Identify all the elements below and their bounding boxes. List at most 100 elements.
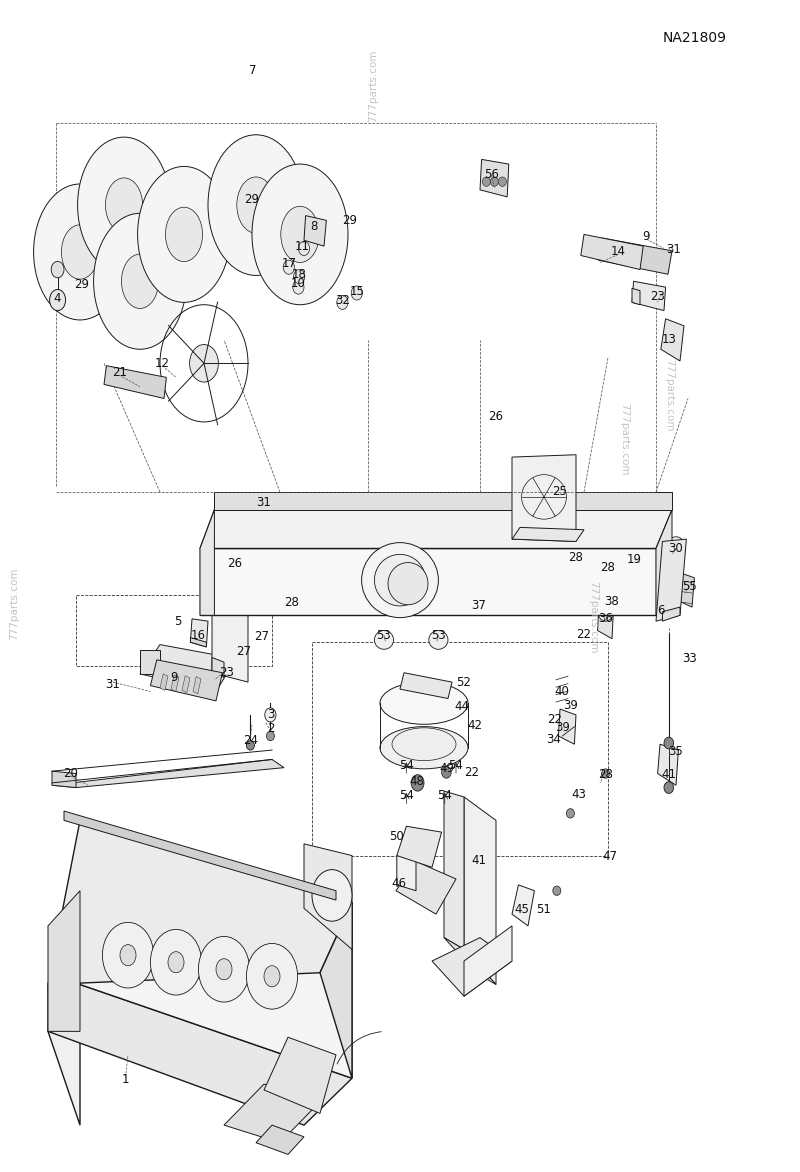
Text: 21: 21	[112, 366, 126, 380]
Polygon shape	[656, 539, 686, 621]
Ellipse shape	[388, 563, 428, 605]
Text: 23: 23	[219, 666, 234, 680]
Text: 24: 24	[243, 734, 258, 748]
Ellipse shape	[198, 936, 250, 1002]
Ellipse shape	[266, 731, 274, 741]
Polygon shape	[464, 797, 496, 984]
Text: 31: 31	[666, 243, 681, 257]
Text: 18: 18	[292, 267, 306, 281]
Text: 48: 48	[410, 775, 424, 789]
Text: 3: 3	[266, 708, 274, 722]
Polygon shape	[662, 607, 680, 621]
Polygon shape	[256, 1125, 304, 1154]
Polygon shape	[432, 938, 512, 996]
Text: 777parts.com: 777parts.com	[664, 359, 674, 431]
Text: 34: 34	[546, 732, 561, 747]
Polygon shape	[581, 234, 643, 270]
Text: 56: 56	[484, 168, 498, 182]
Text: 27: 27	[254, 629, 269, 643]
Polygon shape	[598, 586, 614, 639]
Ellipse shape	[442, 766, 451, 778]
Text: 33: 33	[682, 652, 697, 666]
Polygon shape	[193, 676, 201, 694]
Polygon shape	[171, 675, 179, 691]
Ellipse shape	[498, 177, 506, 186]
Text: 55: 55	[682, 579, 697, 593]
Ellipse shape	[62, 225, 98, 279]
Ellipse shape	[598, 600, 614, 621]
Polygon shape	[212, 657, 224, 677]
Polygon shape	[48, 984, 352, 1125]
Polygon shape	[626, 545, 643, 580]
Text: 28: 28	[600, 560, 614, 574]
Ellipse shape	[283, 260, 294, 274]
Text: 5: 5	[174, 614, 182, 628]
Text: 39: 39	[563, 699, 578, 713]
Text: 777parts.com: 777parts.com	[589, 581, 598, 654]
Text: 777parts.com: 777parts.com	[10, 567, 19, 640]
Ellipse shape	[374, 554, 426, 606]
Text: 41: 41	[662, 768, 676, 782]
Text: 38: 38	[604, 594, 618, 608]
Text: 16: 16	[191, 628, 206, 642]
Polygon shape	[212, 588, 248, 682]
Text: 36: 36	[598, 612, 613, 626]
Ellipse shape	[411, 775, 424, 791]
Ellipse shape	[380, 727, 468, 769]
Text: 2: 2	[266, 722, 274, 736]
Polygon shape	[52, 771, 76, 788]
Text: 42: 42	[467, 718, 482, 732]
Text: 54: 54	[399, 789, 414, 803]
Polygon shape	[264, 1037, 336, 1113]
Text: 9: 9	[642, 230, 650, 244]
Polygon shape	[444, 791, 464, 949]
Text: 1: 1	[122, 1072, 130, 1086]
Text: NA21809: NA21809	[662, 30, 726, 45]
Text: 19: 19	[627, 552, 642, 566]
Polygon shape	[182, 675, 190, 693]
Text: 31: 31	[256, 496, 270, 510]
Text: 6: 6	[657, 604, 665, 618]
Ellipse shape	[216, 959, 232, 980]
Text: 32: 32	[335, 293, 350, 307]
Text: 12: 12	[155, 356, 170, 370]
Ellipse shape	[168, 952, 184, 973]
Text: 9: 9	[170, 670, 178, 684]
Text: 22: 22	[577, 627, 591, 641]
Polygon shape	[190, 638, 206, 647]
Polygon shape	[104, 366, 166, 398]
Polygon shape	[512, 527, 584, 541]
Text: 29: 29	[342, 213, 357, 227]
Text: 50: 50	[390, 830, 404, 844]
Polygon shape	[512, 885, 534, 926]
Polygon shape	[304, 844, 352, 949]
Ellipse shape	[351, 286, 362, 300]
Text: 10: 10	[291, 277, 306, 291]
Polygon shape	[480, 159, 509, 197]
Ellipse shape	[237, 177, 275, 233]
Text: 53: 53	[431, 628, 446, 642]
Ellipse shape	[252, 164, 348, 305]
Polygon shape	[658, 744, 678, 785]
Ellipse shape	[138, 166, 230, 302]
Polygon shape	[190, 619, 208, 647]
Text: 31: 31	[106, 677, 120, 691]
Text: 43: 43	[571, 788, 586, 802]
Text: 53: 53	[376, 628, 390, 642]
Polygon shape	[656, 510, 672, 615]
Text: 39: 39	[555, 721, 570, 735]
Polygon shape	[396, 861, 456, 914]
Ellipse shape	[190, 345, 218, 382]
Polygon shape	[160, 674, 168, 690]
Ellipse shape	[50, 289, 66, 311]
Ellipse shape	[34, 184, 126, 320]
Ellipse shape	[374, 631, 394, 649]
Ellipse shape	[666, 537, 686, 560]
Text: 40: 40	[554, 684, 569, 699]
Polygon shape	[400, 673, 452, 699]
Text: 7: 7	[249, 63, 257, 77]
Polygon shape	[512, 455, 576, 541]
Ellipse shape	[312, 870, 352, 921]
Ellipse shape	[122, 254, 158, 308]
Text: 35: 35	[668, 744, 682, 758]
